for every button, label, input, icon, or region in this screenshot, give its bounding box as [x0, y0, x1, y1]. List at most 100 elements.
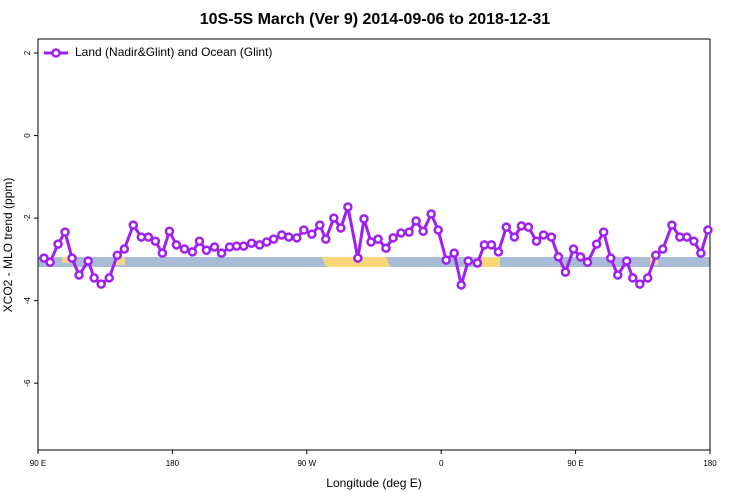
data-point [575, 252, 586, 262]
data-point [209, 242, 220, 252]
land-band [115, 257, 125, 265]
data-point [143, 232, 154, 242]
data-point [441, 255, 451, 265]
y-tick-label: -4 [23, 297, 32, 305]
data-point [381, 243, 391, 253]
data-point [67, 253, 77, 263]
data-point [194, 236, 205, 246]
y-tick-label: 0 [23, 133, 32, 138]
y-tick-label: -2 [23, 214, 32, 222]
data-point [53, 239, 63, 249]
legend-marker [51, 48, 61, 58]
x-tick-label: 90 W [297, 459, 316, 468]
data-point [83, 256, 93, 266]
data-point [553, 252, 564, 262]
data-point [373, 234, 383, 244]
data-point [216, 248, 227, 258]
data-point [635, 279, 645, 289]
data-point [486, 240, 497, 250]
data-point [96, 279, 106, 289]
data-point [246, 238, 257, 249]
data-point [546, 232, 557, 242]
land-band [62, 257, 72, 263]
data-point [493, 247, 504, 257]
data-point [411, 216, 421, 226]
chart-title: 10S-5S March (Ver 9) 2014-09-06 to 2018-… [200, 11, 551, 28]
data-point [74, 270, 84, 280]
data-point [689, 236, 699, 246]
data-point [388, 233, 398, 243]
data-point [703, 225, 713, 235]
x-tick-label: 180 [166, 459, 180, 468]
data-point [171, 240, 182, 250]
data-point [642, 273, 653, 283]
data-point [179, 244, 190, 254]
data-point [283, 232, 294, 242]
data-point [463, 256, 473, 266]
data-point [396, 228, 406, 238]
data-point [472, 258, 483, 268]
data-point [501, 222, 512, 232]
data-point [404, 227, 414, 237]
x-tick-label: 90 E [30, 459, 46, 468]
data-point [523, 222, 534, 232]
data-point [343, 202, 353, 212]
data-point [329, 213, 339, 223]
x-tick-label: 0 [439, 459, 444, 468]
data-point [456, 280, 466, 290]
data-point [682, 232, 692, 242]
data-point [426, 209, 436, 219]
plot-frame [37, 38, 711, 451]
data-point [628, 273, 638, 283]
data-point [509, 232, 520, 242]
data-point [591, 239, 602, 249]
data-point [568, 244, 579, 254]
data-point [128, 220, 139, 230]
data-point [45, 257, 55, 267]
data-point [582, 257, 593, 267]
data-point [292, 233, 302, 243]
data-point [605, 253, 616, 263]
data-point [598, 227, 609, 237]
data-point [150, 236, 161, 246]
land-band [482, 257, 500, 267]
y-tick-label: 2 [23, 50, 32, 55]
data-point [433, 225, 443, 235]
y-axis-label: XCO2 - MLO trend (ppm) [1, 178, 15, 313]
data-point [299, 225, 309, 235]
data-point [104, 273, 114, 283]
x-axis-label: Longitude (deg E) [326, 476, 421, 490]
x-tick-label: 180 [703, 459, 717, 468]
data-point [238, 241, 249, 251]
data-point [315, 220, 325, 230]
data-point [621, 256, 632, 266]
series-line [43, 205, 710, 287]
data-point [321, 234, 331, 244]
data-point [112, 250, 123, 260]
legend-label: Land (Nadir&Glint) and Ocean (Glint) [75, 45, 272, 59]
data-point [89, 273, 99, 283]
data-point [60, 227, 70, 237]
data-point [164, 226, 175, 237]
data-point [651, 250, 661, 260]
data-point [157, 248, 168, 258]
data-point [538, 230, 549, 240]
data-point [187, 247, 198, 257]
data-point [353, 253, 363, 263]
data-point [531, 236, 542, 246]
data-point [560, 267, 571, 277]
data-point [359, 214, 369, 224]
data-point [667, 220, 677, 230]
data-point [119, 244, 130, 254]
data-point [696, 248, 706, 258]
data-point [201, 245, 212, 256]
data-point [336, 223, 346, 233]
x-tick-label: 90 E [567, 459, 583, 468]
data-point [268, 234, 279, 244]
data-point [612, 270, 623, 280]
data-point [307, 229, 317, 239]
data-point [39, 253, 49, 263]
y-tick-label: -6 [23, 379, 32, 387]
data-point [418, 226, 428, 237]
